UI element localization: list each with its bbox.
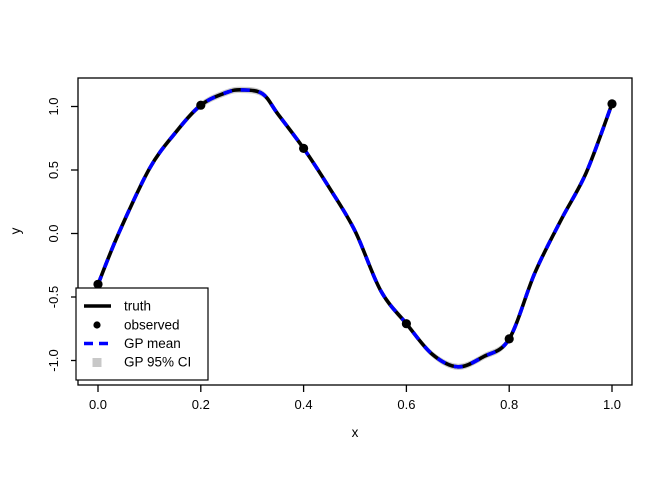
x-tick-label: 0.4 bbox=[295, 397, 313, 412]
legend-label-observed: observed bbox=[124, 318, 180, 333]
observed-point bbox=[401, 319, 411, 329]
y-tick-label: 0.5 bbox=[46, 161, 61, 179]
x-tick-label: 1.0 bbox=[603, 397, 621, 412]
y-axis-label: y bbox=[8, 227, 23, 234]
observed-point bbox=[196, 100, 206, 110]
y-tick-label: -0.5 bbox=[46, 286, 61, 308]
legend-observed-dot-icon bbox=[93, 321, 101, 329]
legend-label-gp-mean: GP mean bbox=[124, 336, 181, 351]
y-tick-label: 0.0 bbox=[46, 224, 61, 242]
legend-ci-square-icon bbox=[92, 358, 102, 367]
observed-points-layer bbox=[93, 99, 617, 344]
legend-label-truth: truth bbox=[124, 299, 151, 314]
x-tick-label: 0.8 bbox=[500, 397, 518, 412]
y-tick-label: 1.0 bbox=[46, 97, 61, 115]
axis-tick-layer: 0.0 0.2 0.4 0.6 0.8 1.0 -1.0 -0.5 0.0 0.5 1.0 bbox=[46, 97, 621, 412]
legend: truth observed GP mean GP 95% CI bbox=[75, 287, 209, 381]
legend-label-gp-ci: GP 95% CI bbox=[124, 355, 191, 370]
x-tick-label: 0.0 bbox=[89, 397, 107, 412]
curve-layer bbox=[96, 88, 614, 369]
y-tick-label: -1.0 bbox=[46, 349, 61, 371]
x-tick-label: 0.6 bbox=[397, 397, 415, 412]
observed-point bbox=[504, 334, 514, 344]
x-axis-label: x bbox=[352, 425, 359, 440]
x-tick-label: 0.2 bbox=[192, 397, 210, 412]
plot-box bbox=[77, 77, 633, 386]
gp-mean-curve bbox=[96, 88, 614, 369]
observed-point bbox=[299, 143, 309, 153]
observed-point bbox=[93, 279, 103, 289]
observed-point bbox=[607, 99, 617, 109]
